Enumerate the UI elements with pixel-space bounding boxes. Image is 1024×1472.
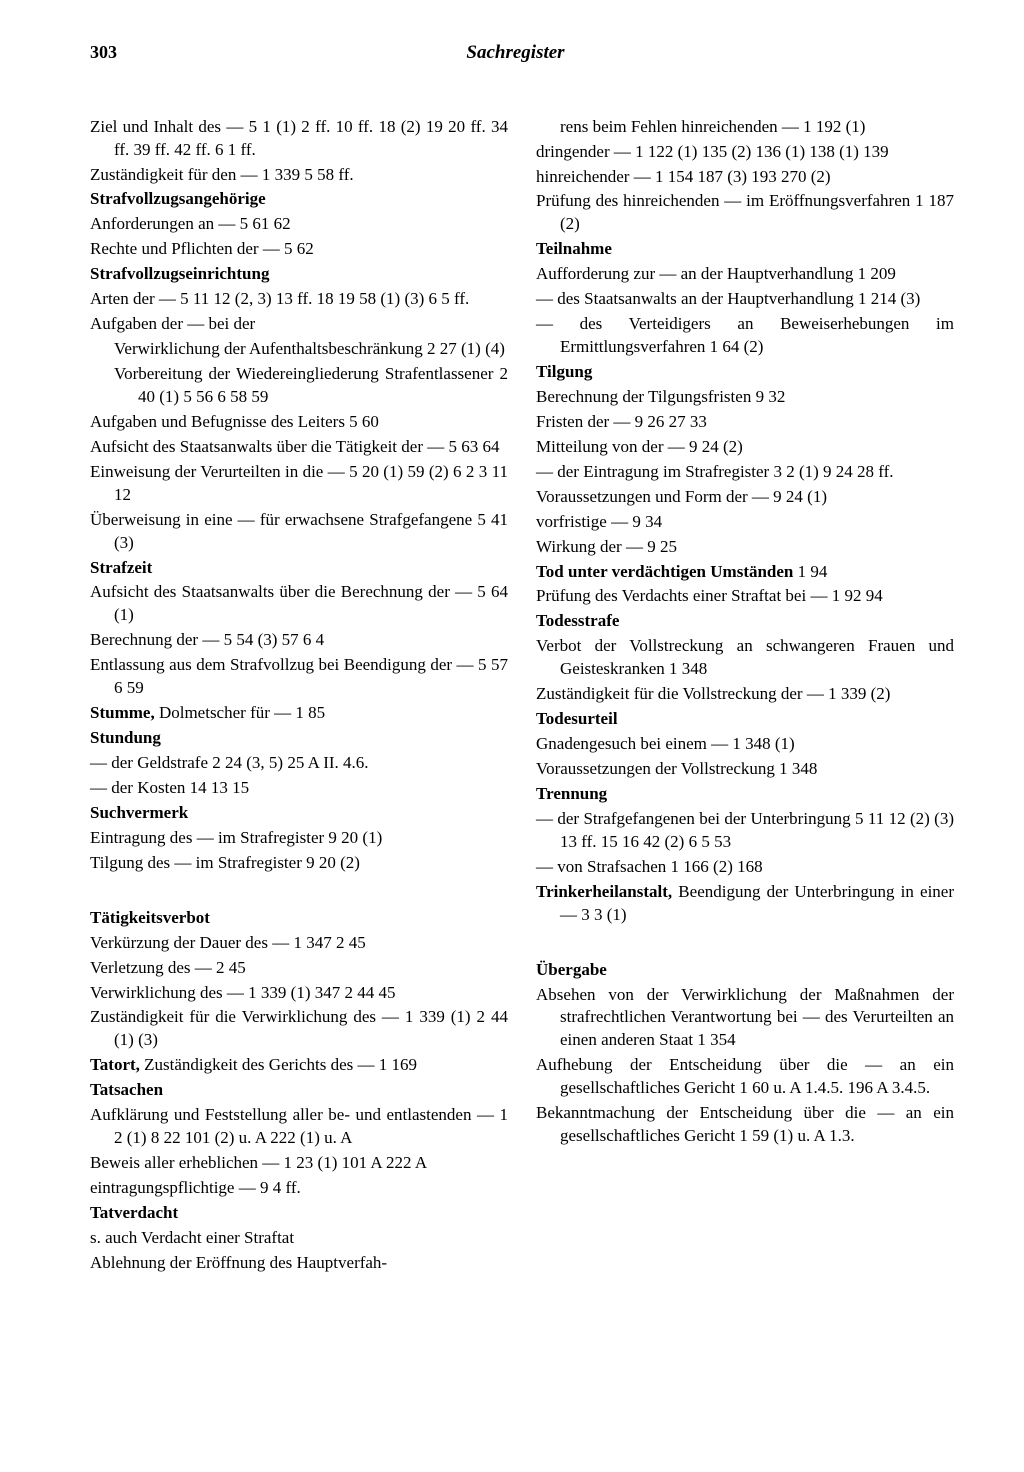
index-entry: dringender — 1 122 (1) 135 (2) 136 (1) 1…	[536, 141, 954, 164]
index-entry: Übergabe	[536, 959, 954, 982]
index-entry: Mitteilung von der — 9 24 (2)	[536, 436, 954, 459]
left-column: Ziel und Inhalt des — 5 1 (1) 2 ff. 10 f…	[90, 116, 508, 1277]
index-entry: Verwirklichung des — 1 339 (1) 347 2 44 …	[90, 982, 508, 1005]
index-entry: Gnadengesuch bei einem — 1 348 (1)	[536, 733, 954, 756]
index-entry: hinreichender — 1 154 187 (3) 193 270 (2…	[536, 166, 954, 189]
index-entry: — der Kosten 14 13 15	[90, 777, 508, 800]
index-entry: Verbot der Vollstreckung an schwangeren …	[536, 635, 954, 681]
index-entry: Aufgaben und Befugnisse des Leiters 5 60	[90, 411, 508, 434]
index-entry: Strafvollzugsangehörige	[90, 188, 508, 211]
index-entry: Aufforderung zur — an der Hauptverhand­l…	[536, 263, 954, 286]
index-entry: Tod unter verdächtigen Umständen 1 94	[536, 561, 954, 584]
index-entry: Bekanntmachung der Entscheidung über die…	[536, 1102, 954, 1148]
index-entry: Zuständigkeit für den — 1 339 5 58 ff.	[90, 164, 508, 187]
index-entry: eintragungspflichtige — 9 4 ff.	[90, 1177, 508, 1200]
index-entry: Fristen der — 9 26 27 33	[536, 411, 954, 434]
index-entry: Tatverdacht	[90, 1202, 508, 1225]
section-gap	[90, 877, 508, 907]
index-entry: Tilgung	[536, 361, 954, 384]
index-entry: Zuständigkeit für die Verwirklichung des…	[90, 1006, 508, 1052]
index-entry: Zuständigkeit für die Vollstreckung der …	[536, 683, 954, 706]
page-title: Sachregister	[117, 40, 914, 66]
index-entry: Prüfung des Verdachts einer Straftat bei…	[536, 585, 954, 608]
index-entry: Suchvermerk	[90, 802, 508, 825]
index-entry: Prüfung des hinreichenden — im Eröff­nun…	[536, 190, 954, 236]
index-entry: Aufgaben der — bei der	[90, 313, 508, 336]
index-entry: Eintragung des — im Strafregister 9 20 (…	[90, 827, 508, 850]
index-entry: vorfristige — 9 34	[536, 511, 954, 534]
index-entry: rens beim Fehlen hinreichenden — 1 192 (…	[536, 116, 954, 139]
index-entry: Voraussetzungen der Vollstreckung 1 348	[536, 758, 954, 781]
right-column: rens beim Fehlen hinreichenden — 1 192 (…	[536, 116, 954, 1277]
index-entry: Berechnung der Tilgungsfristen 9 32	[536, 386, 954, 409]
index-entry: Beweis aller erheblichen — 1 23 (1) 101 …	[90, 1152, 508, 1175]
index-entry: Tätigkeitsverbot	[90, 907, 508, 930]
index-entry: — des Staatsanwalts an der Hauptverhand­…	[536, 288, 954, 311]
index-entry: Stundung	[90, 727, 508, 750]
index-entry: Strafvollzugseinrichtung	[90, 263, 508, 286]
index-entry: Ablehnung der Eröffnung des Hauptverfah-	[90, 1252, 508, 1275]
index-entry: — der Strafgefangenen bei der Unterbrin­…	[536, 808, 954, 854]
index-entry: s. auch Verdacht einer Straftat	[90, 1227, 508, 1250]
index-entry: Aufklärung und Feststellung aller be- un…	[90, 1104, 508, 1150]
index-entry: Voraussetzungen und Form der — 9 24 (1)	[536, 486, 954, 509]
index-entry: Teilnahme	[536, 238, 954, 261]
index-entry: Arten der — 5 11 12 (2, 3) 13 ff. 18 19 …	[90, 288, 508, 311]
index-entry: Verwirklichung der Aufenthaltsbe­schränk…	[90, 338, 508, 361]
index-entry: Strafzeit	[90, 557, 508, 580]
index-entry: Aufhebung der Entscheidung über die — an…	[536, 1054, 954, 1100]
index-entry: Entlassung aus dem Strafvollzug bei Been…	[90, 654, 508, 700]
index-entry: Verletzung des — 2 45	[90, 957, 508, 980]
index-entry: Tilgung des — im Strafregister 9 20 (2)	[90, 852, 508, 875]
content-columns: Ziel und Inhalt des — 5 1 (1) 2 ff. 10 f…	[90, 116, 954, 1277]
index-entry: Todesurteil	[536, 708, 954, 731]
index-entry: Verkürzung der Dauer des — 1 347 2 45	[90, 932, 508, 955]
index-entry: Absehen von der Verwirklichung der Maß­n…	[536, 984, 954, 1053]
index-entry: — der Geldstrafe 2 24 (3, 5) 25 A II. 4.…	[90, 752, 508, 775]
index-entry: Berechnung der — 5 54 (3) 57 6 4	[90, 629, 508, 652]
index-entry: Rechte und Pflichten der — 5 62	[90, 238, 508, 261]
index-entry: Aufsicht des Staatsanwalts über die Täti…	[90, 436, 508, 459]
page-number: 303	[90, 40, 117, 64]
index-entry: Trinkerheilanstalt, Beendigung der Unter…	[536, 881, 954, 927]
section-gap	[536, 929, 954, 959]
index-entry: — des Verteidigers an Beweiserhebungen i…	[536, 313, 954, 359]
index-entry: Tatsachen	[90, 1079, 508, 1102]
index-entry: Tatort, Zuständigkeit des Gerichts des —…	[90, 1054, 508, 1077]
index-entry: Ziel und Inhalt des — 5 1 (1) 2 ff. 10 f…	[90, 116, 508, 162]
index-entry: Stumme, Dolmetscher für — 1 85	[90, 702, 508, 725]
page-header: 303 Sachregister	[90, 40, 954, 66]
index-entry: Einweisung der Verurteilten in die — 5 2…	[90, 461, 508, 507]
index-entry: — der Eintragung im Strafregister 3 2 (1…	[536, 461, 954, 484]
index-entry: Trennung	[536, 783, 954, 806]
index-entry: Todesstrafe	[536, 610, 954, 633]
index-entry: Überweisung in eine — für erwachsene Str…	[90, 509, 508, 555]
index-entry: Aufsicht des Staatsanwalts über die Be­r…	[90, 581, 508, 627]
index-entry: Wirkung der — 9 25	[536, 536, 954, 559]
index-entry: — von Strafsachen 1 166 (2) 168	[536, 856, 954, 879]
index-entry: Anforderungen an — 5 61 62	[90, 213, 508, 236]
index-entry: Vorbereitung der Wiedereingliederung Str…	[90, 363, 508, 409]
